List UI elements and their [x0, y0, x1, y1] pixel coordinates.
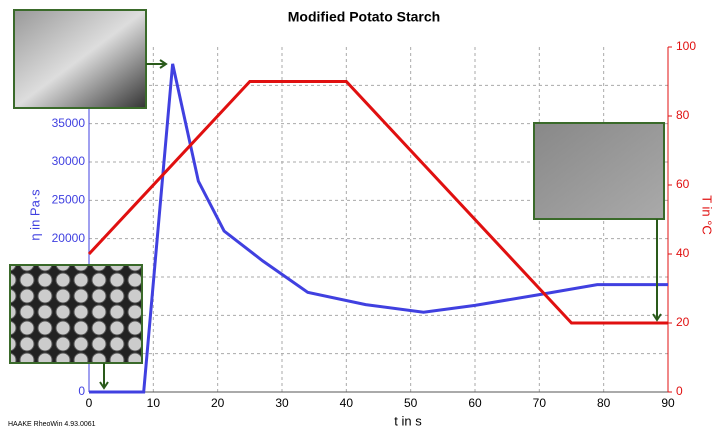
x-tick-label: 90	[661, 396, 675, 410]
y2-axis-label: T in °C	[700, 195, 715, 235]
footnote: HAAKE RheoWin 4.93.0061	[8, 421, 96, 428]
x-tick-label: 40	[340, 396, 354, 410]
image-overlays	[9, 9, 665, 390]
y-tick-label: 35000	[52, 116, 86, 130]
micrograph-start	[9, 264, 143, 364]
arrow	[99, 363, 109, 390]
micrograph-end	[533, 122, 665, 220]
y-tick-label: 25000	[52, 193, 86, 207]
arrow	[652, 219, 662, 322]
x-tick-label: 0	[86, 396, 93, 410]
x-tick-label: 70	[533, 396, 547, 410]
y2-tick-label: 0	[676, 384, 683, 398]
series-line	[89, 63, 668, 394]
y-tick-label: 30000	[52, 154, 86, 168]
y-tick-label: 0	[78, 384, 85, 398]
y2-tick-label: 60	[676, 177, 690, 191]
micrograph-peak	[13, 9, 147, 109]
x-tick-label: 10	[147, 396, 161, 410]
y-tick-label: 20000	[52, 231, 86, 245]
x-tick-label: 60	[468, 396, 482, 410]
arrow	[146, 59, 168, 69]
chart-title: Modified Potato Starch	[288, 9, 440, 25]
y2-tick-label: 20	[676, 315, 690, 329]
x-tick-label: 50	[404, 396, 418, 410]
x-tick-label: 30	[275, 396, 289, 410]
y2-tick-label: 100	[676, 39, 696, 53]
series-line	[87, 80, 668, 325]
x-tick-label: 80	[597, 396, 611, 410]
x-tick-label: 20	[211, 396, 225, 410]
x-axis-label: t in s	[394, 413, 422, 428]
y-axis-label: η in Pa·s	[27, 189, 42, 241]
y2-tick-label: 40	[676, 246, 690, 260]
y2-tick-label: 80	[676, 108, 690, 122]
